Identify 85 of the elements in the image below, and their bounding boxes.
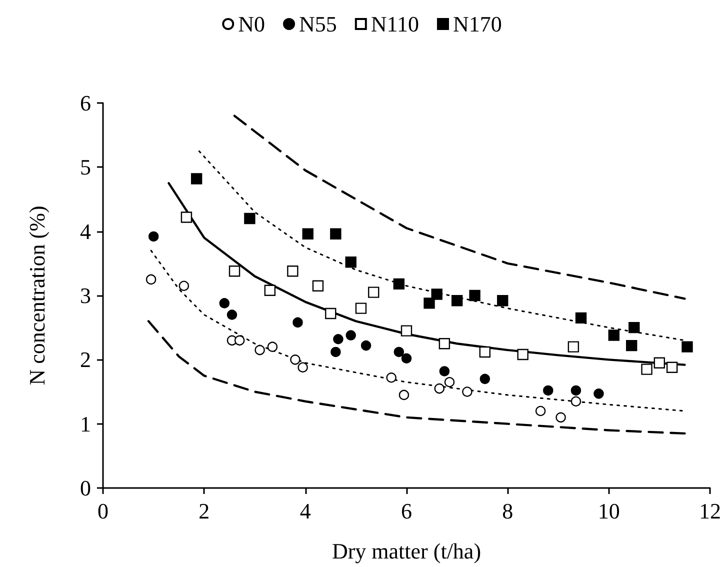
point [398, 390, 410, 400]
point [400, 325, 412, 336]
point [190, 173, 202, 184]
point [654, 357, 666, 368]
point [386, 372, 396, 383]
point [641, 364, 652, 375]
point [330, 228, 342, 240]
point [234, 335, 245, 346]
point [146, 274, 156, 285]
point [608, 330, 620, 341]
point [333, 334, 344, 344]
point [439, 366, 450, 376]
point [368, 286, 380, 298]
point [287, 266, 298, 277]
point [517, 348, 528, 360]
point [298, 362, 308, 372]
point [480, 374, 490, 384]
point [628, 322, 640, 334]
point [228, 266, 240, 277]
line-series [147, 320, 686, 435]
point [438, 338, 450, 350]
point [325, 308, 336, 320]
point [469, 290, 480, 302]
y-tick-label: 2 [80, 347, 91, 372]
point [226, 310, 238, 320]
y-tick-label: 4 [80, 218, 91, 244]
point [462, 386, 472, 397]
point [393, 278, 405, 290]
point [219, 298, 230, 308]
y-tick-label: 3 [80, 283, 91, 308]
point [244, 212, 256, 224]
point [394, 346, 404, 358]
point [575, 312, 587, 324]
point [535, 406, 546, 416]
point [570, 385, 582, 396]
y-axis-title: N concentration (%) [24, 206, 50, 386]
y-tick-label: 1 [80, 411, 91, 436]
point [444, 377, 455, 388]
point [556, 412, 566, 423]
point [424, 298, 435, 309]
point [180, 212, 192, 223]
point [570, 396, 582, 406]
x-tick-label: 0 [98, 498, 108, 524]
x-tick-label: 12 [699, 498, 721, 524]
line-series [150, 250, 686, 412]
point [346, 330, 356, 340]
x-tick-label: 8 [502, 498, 514, 524]
point [666, 362, 678, 373]
point [312, 280, 324, 292]
point [682, 341, 693, 352]
legend-label: N55 [299, 12, 337, 36]
x-axis-title: Dry matter (t/ha) [332, 538, 482, 564]
point [497, 295, 508, 306]
point [355, 302, 367, 314]
point [401, 353, 412, 364]
point [543, 385, 554, 396]
point [330, 346, 341, 358]
point [626, 340, 638, 352]
point [267, 342, 278, 352]
x-tick-label: 6 [401, 498, 412, 524]
legend-label: N0 [238, 12, 266, 36]
x-tick-label: 4 [300, 498, 311, 524]
point [292, 317, 303, 328]
x-tick-label: 10 [598, 498, 620, 524]
point [148, 231, 159, 242]
point [568, 341, 580, 352]
point [302, 228, 314, 240]
point [264, 284, 276, 296]
legend-label: N170 [452, 12, 502, 36]
point [451, 295, 463, 306]
line-series [233, 114, 686, 300]
y-tick-label: 5 [80, 154, 91, 180]
x-tick-label: 2 [198, 498, 210, 524]
point [345, 256, 356, 268]
legend-label: N110 [370, 12, 419, 36]
point [254, 344, 265, 356]
point [431, 288, 442, 300]
point [178, 280, 190, 291]
point [594, 388, 604, 399]
point [290, 354, 300, 365]
point [360, 340, 372, 351]
point [434, 383, 444, 394]
y-tick-label: 6 [80, 90, 91, 116]
point [479, 346, 491, 358]
y-tick-label: 0 [80, 476, 91, 500]
